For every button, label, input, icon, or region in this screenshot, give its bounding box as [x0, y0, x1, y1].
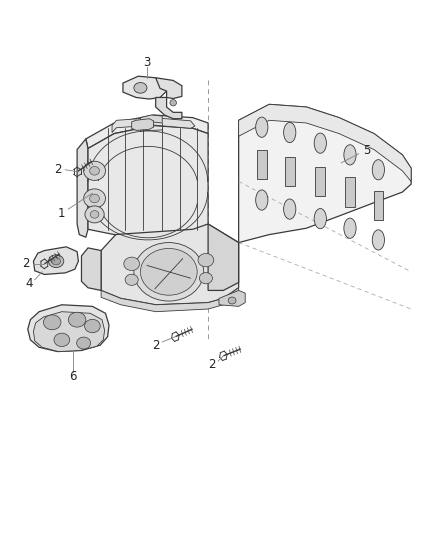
- Ellipse shape: [90, 194, 99, 203]
- Bar: [374, 191, 383, 220]
- Ellipse shape: [170, 100, 177, 106]
- Ellipse shape: [43, 315, 61, 330]
- Text: 2: 2: [152, 338, 159, 352]
- Ellipse shape: [90, 211, 99, 218]
- Text: 4: 4: [25, 277, 33, 290]
- Text: 1: 1: [57, 207, 65, 220]
- Polygon shape: [132, 119, 153, 131]
- Text: 2: 2: [208, 358, 215, 371]
- Polygon shape: [77, 139, 88, 237]
- Polygon shape: [88, 126, 208, 235]
- Polygon shape: [28, 305, 109, 352]
- Ellipse shape: [198, 253, 214, 267]
- Text: 5: 5: [363, 144, 370, 157]
- Ellipse shape: [134, 83, 147, 93]
- Polygon shape: [112, 118, 195, 133]
- Ellipse shape: [344, 218, 356, 238]
- Polygon shape: [123, 76, 166, 99]
- Polygon shape: [155, 98, 182, 119]
- Ellipse shape: [314, 133, 326, 154]
- Ellipse shape: [344, 145, 356, 165]
- Polygon shape: [239, 104, 411, 243]
- Text: 2: 2: [22, 257, 30, 270]
- Ellipse shape: [52, 257, 60, 265]
- Polygon shape: [219, 290, 245, 306]
- Polygon shape: [33, 312, 105, 352]
- Ellipse shape: [68, 312, 86, 327]
- Ellipse shape: [228, 297, 236, 304]
- Polygon shape: [155, 78, 182, 99]
- Ellipse shape: [84, 161, 106, 180]
- Polygon shape: [101, 224, 239, 305]
- Ellipse shape: [125, 274, 138, 285]
- Ellipse shape: [372, 160, 385, 180]
- Polygon shape: [208, 224, 239, 290]
- Polygon shape: [33, 247, 78, 274]
- Text: 2: 2: [55, 163, 62, 176]
- Bar: [315, 167, 325, 196]
- Polygon shape: [86, 115, 208, 149]
- Ellipse shape: [124, 257, 140, 271]
- Ellipse shape: [372, 230, 385, 250]
- Ellipse shape: [90, 166, 99, 175]
- Polygon shape: [101, 288, 239, 312]
- Ellipse shape: [256, 117, 268, 138]
- Ellipse shape: [84, 189, 106, 208]
- Ellipse shape: [199, 272, 212, 284]
- Text: 6: 6: [69, 370, 77, 383]
- Polygon shape: [141, 115, 162, 123]
- Ellipse shape: [256, 190, 268, 210]
- Ellipse shape: [134, 243, 204, 301]
- Ellipse shape: [85, 319, 100, 333]
- Ellipse shape: [85, 206, 104, 223]
- Bar: [345, 177, 355, 207]
- Text: 3: 3: [143, 56, 151, 69]
- Polygon shape: [81, 248, 101, 290]
- Ellipse shape: [141, 248, 197, 295]
- Ellipse shape: [284, 123, 296, 143]
- Ellipse shape: [314, 208, 326, 229]
- Bar: [285, 157, 294, 187]
- Ellipse shape: [77, 337, 91, 349]
- Polygon shape: [239, 104, 411, 181]
- Ellipse shape: [49, 255, 64, 268]
- Ellipse shape: [284, 199, 296, 219]
- Ellipse shape: [54, 333, 70, 346]
- Bar: [257, 150, 267, 179]
